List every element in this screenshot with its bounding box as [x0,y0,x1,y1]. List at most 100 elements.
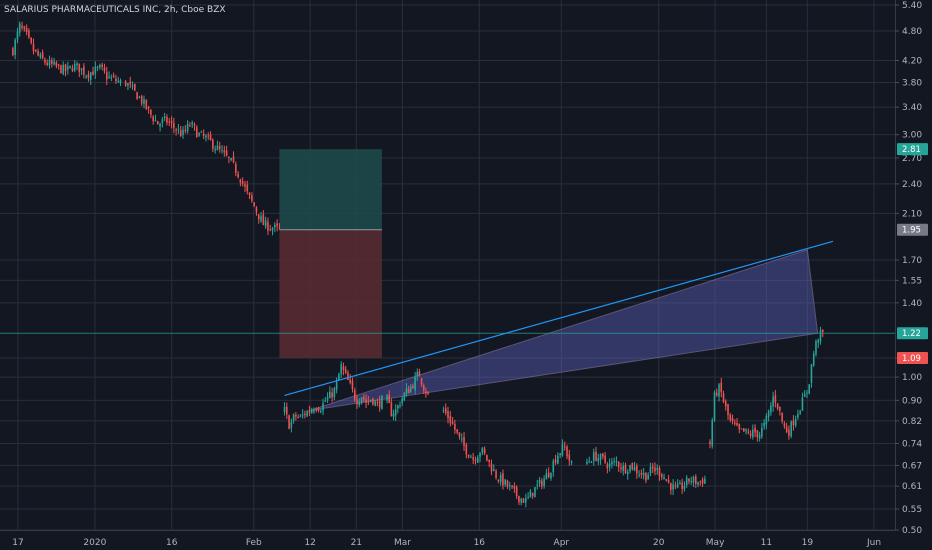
candle-body [785,426,788,432]
price-axis[interactable]: 5.40 4.80 4.20 3.80 3.40 3.00 2.70 2.40 2.10 1.70… [895,0,932,550]
price-tick-label: 0.82 [902,417,922,427]
candle-body [654,467,656,472]
candle-body [78,63,81,72]
candle-body [108,76,110,78]
candle-body [481,447,484,453]
candle-body [624,464,627,473]
price-tick-label: 0.67 [902,461,922,471]
candle-body [255,207,258,213]
candle-body [306,411,308,417]
candle-body [212,139,214,149]
candle-body [347,372,349,380]
candle-body [21,25,23,28]
candle-body [506,480,509,487]
price-badge[interactable] [897,327,928,340]
price-badge[interactable] [897,352,928,365]
candle-body [177,129,180,131]
trendline[interactable] [284,240,834,397]
time-tick-label: Apr [554,538,570,548]
target-zone[interactable] [279,149,382,230]
candle-body [358,401,361,406]
candle-body [119,80,122,84]
candle-body [817,339,820,343]
candle-body [642,472,645,476]
candle-body [781,412,783,422]
candle-body [310,409,313,414]
candle-body [674,485,677,487]
candle-body [715,392,718,396]
candle-body [182,129,184,135]
candle-body [672,484,674,490]
candle-body [241,181,244,184]
candles [12,21,824,508]
candle-body [767,411,770,417]
candle-body [622,465,625,471]
candle-body [363,396,365,400]
candle-body [283,406,286,412]
candle-body [246,184,249,192]
candle-body [602,453,604,457]
candle-body [604,455,606,463]
candle-body [225,150,228,156]
candle-body [299,415,302,417]
candle-body [85,75,87,77]
time-axis[interactable]: 17 2020 16 Feb 12 21 Mar 16 Apr 20 May 11 19 Jun [0,530,895,549]
candle-body [617,461,620,468]
candle-body [62,64,65,75]
candle-body [161,119,164,123]
candle-body [527,496,529,498]
candle-body [418,371,421,377]
candle-body [124,81,127,86]
candle-body [681,482,683,490]
candle-body [458,432,461,437]
candle-body [492,469,495,471]
price-badge[interactable] [897,143,928,156]
price-badge-label: 1.22 [902,329,921,339]
candle-body [456,429,458,433]
candle-body [136,92,138,100]
candle-body [175,129,177,131]
candle-body [486,454,488,461]
candle-body [799,411,801,414]
candle-body [658,468,661,476]
candle-body [147,106,150,109]
candle-body [397,405,399,409]
candle-body [369,399,372,401]
triangle-drawing[interactable] [310,249,819,411]
candle-body [388,394,391,403]
candle-body [414,376,416,391]
candle-body [228,157,230,159]
candle-body [502,473,504,486]
candle-body [547,472,550,478]
candle-body [173,122,175,128]
candle-body [360,397,363,403]
candle-body [794,418,797,426]
candle-body [145,99,148,109]
candle-body [660,474,663,478]
candle-body [479,453,481,457]
drawings-front [284,240,834,397]
candle-body [244,184,246,187]
candle-body [92,71,94,76]
candle-body [295,414,297,417]
candle-body [32,43,35,52]
candle-body [812,353,815,366]
candle-body [590,462,593,464]
time-tick-label: 20 [653,538,665,548]
candle-body [638,474,640,476]
candle-body [166,116,168,123]
price-tick-label: 0.50 [902,526,922,536]
price-tick-label: 1.55 [902,276,922,286]
candle-body [28,30,30,38]
candle-body [538,479,541,484]
candle-body [776,403,779,409]
stop-zone[interactable] [279,229,382,359]
price-badge[interactable] [897,223,928,236]
time-tick-label: 12 [304,538,315,548]
candle-body [143,99,145,104]
candle-body [724,401,727,407]
candle-body [333,388,336,398]
candle-body [179,130,182,137]
